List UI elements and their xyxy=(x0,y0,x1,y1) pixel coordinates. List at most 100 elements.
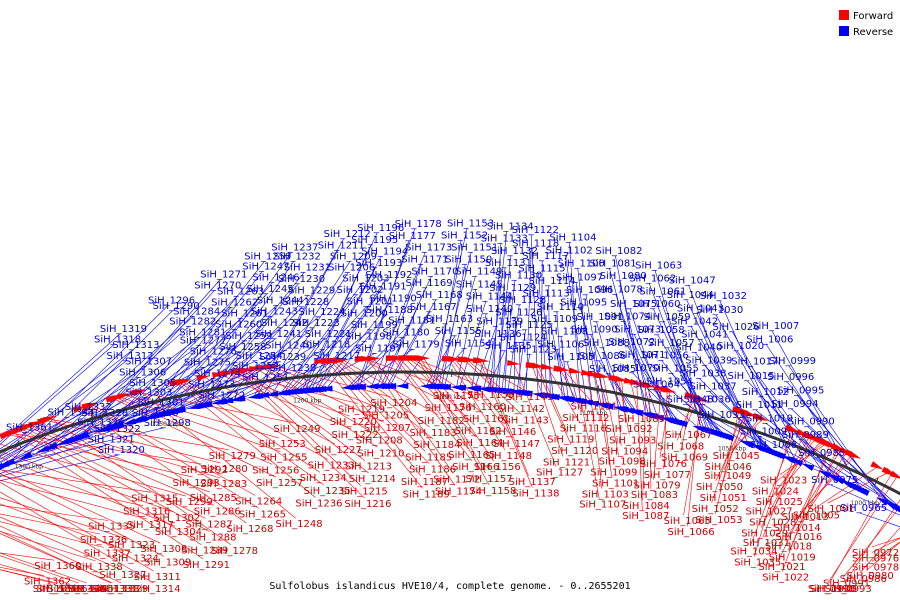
forward-connector xyxy=(35,422,221,479)
forward-gene-label: SiH_1143 xyxy=(502,416,549,427)
reverse-gene-label: SiH_1296 xyxy=(148,296,195,307)
reverse-connector xyxy=(492,243,502,390)
reverse-connector xyxy=(428,348,466,387)
forward-gene-arrow xyxy=(507,359,521,366)
forward-connector xyxy=(0,564,68,584)
forward-gene-arrow xyxy=(457,356,471,363)
reverse-gene-label: SiH_1139 xyxy=(476,316,523,327)
scale-tick xyxy=(596,385,600,394)
forward-gene-label: SiH_1147 xyxy=(493,439,540,450)
reverse-connector xyxy=(542,298,554,397)
reverse-gene-label: SiH_1251 xyxy=(242,372,289,383)
reverse-connector xyxy=(538,273,548,396)
forward-gene-label: SiH_1018 xyxy=(765,542,812,553)
forward-gene-label: SiH_1016 xyxy=(775,532,822,543)
reverse-gene-label: SiH_1040 xyxy=(675,342,722,353)
reverse-connector xyxy=(761,396,847,484)
forward-gene-arrow xyxy=(796,428,810,437)
reverse-gene-label: SiH_1241 xyxy=(255,329,302,340)
reverse-gene-label: SiH_1192 xyxy=(365,270,412,281)
reverse-gene-label: SiH_1243 xyxy=(251,307,298,318)
forward-gene-label: SiH_1035 xyxy=(734,558,781,569)
forward-gene-label: SiH_1065 xyxy=(664,516,711,527)
reverse-gene-label: SiH_1010 xyxy=(746,413,793,424)
reverse-connector xyxy=(82,290,215,437)
forward-gene-label: SiH_1066 xyxy=(668,527,715,538)
forward-gene-label: SiH_1234 xyxy=(300,473,347,484)
reverse-gene-label: SiH_1125 xyxy=(506,320,553,331)
reverse-connector xyxy=(149,271,263,418)
reverse-connector xyxy=(575,282,602,405)
forward-gene-label: SiH_1160 xyxy=(459,402,506,413)
reverse-gene-label: SiH_1202 xyxy=(337,285,384,296)
forward-connector xyxy=(0,474,144,506)
reverse-gene-label: SiH_1206 xyxy=(328,263,375,274)
reverse-gene-label: SiH_1155 xyxy=(435,326,482,337)
reverse-gene-label: SiH_1009 xyxy=(740,427,787,438)
reverse-gene-label: SiH_1129 xyxy=(489,283,536,294)
reverse-connector xyxy=(444,276,476,387)
reverse-connector xyxy=(830,484,900,516)
forward-gene-label: SiH_0978 xyxy=(852,562,899,573)
forward-gene-arrow xyxy=(870,461,884,470)
forward-connector xyxy=(228,372,359,404)
reverse-connector xyxy=(178,252,292,411)
reverse-gene-label: SiH_1058 xyxy=(638,325,685,336)
forward-gene-label: SiH_1215 xyxy=(341,487,388,498)
forward-gene-label: SiH_0998 xyxy=(808,584,855,595)
reverse-connector xyxy=(715,315,797,462)
reverse-gene-arrow xyxy=(365,383,379,390)
forward-connector xyxy=(615,378,622,446)
forward-connector xyxy=(361,358,445,403)
forward-connector xyxy=(115,397,273,465)
reverse-gene-label: SiH_1106 xyxy=(537,340,584,351)
forward-gene-arrow xyxy=(553,365,567,372)
reverse-gene-label: SiH_1197 xyxy=(355,343,402,354)
reverse-gene-label: SiH_1263 xyxy=(217,286,264,297)
forward-gene-arrow xyxy=(540,363,555,370)
forward-gene-label: SiH_1264 xyxy=(235,496,282,507)
reverse-connector xyxy=(560,336,569,399)
reverse-gene-label: SiH_1282 xyxy=(169,316,216,327)
forward-gene-label: SiH_1302 xyxy=(153,513,200,524)
forward-connector xyxy=(513,363,557,467)
reverse-connector xyxy=(50,337,200,448)
reverse-connector xyxy=(483,338,495,389)
forward-connector xyxy=(676,397,695,441)
reverse-gene-label: SiH_1307 xyxy=(125,357,172,368)
forward-gene-label: SiH_1166 xyxy=(452,462,499,473)
forward-gene-label: SiH_1027 xyxy=(746,507,793,518)
reverse-connector xyxy=(196,272,305,407)
forward-connector xyxy=(0,513,101,535)
reverse-connector xyxy=(325,314,387,390)
forward-gene-label: SiH_1285 xyxy=(190,493,237,504)
reverse-gene-arrow xyxy=(0,462,5,470)
forward-gene-arrow xyxy=(81,403,95,411)
forward-connector xyxy=(788,448,839,552)
forward-gene-label: SiH_1248 xyxy=(276,519,323,530)
forward-gene-arrow xyxy=(608,374,622,381)
forward-connector xyxy=(715,413,749,481)
reverse-gene-label: SiH_1037 xyxy=(690,382,737,393)
forward-connector xyxy=(26,426,214,506)
forward-gene-label: SiH_1362 xyxy=(24,577,71,588)
reverse-gene-label: SiH_1252 xyxy=(232,361,279,372)
forward-connector xyxy=(12,431,204,560)
forward-connector xyxy=(781,444,830,572)
reverse-gene-label: SiH_1026 xyxy=(713,322,760,333)
reverse-connector xyxy=(79,279,221,438)
reverse-connector xyxy=(791,408,896,508)
reverse-gene-label: SiH_1332 xyxy=(65,402,112,413)
forward-gene-label: SiH_1165 xyxy=(448,450,495,461)
reverse-gene-label: SiH_1247 xyxy=(242,261,289,272)
reverse-gene-label: SiH_1132 xyxy=(491,246,538,257)
forward-gene-label: SiH_1207 xyxy=(364,423,411,434)
forward-gene-label: SiH_1214 xyxy=(349,474,396,485)
reverse-connector xyxy=(516,329,526,393)
reverse-gene-label: SiH_1303 xyxy=(125,388,172,399)
forward-connector xyxy=(0,504,109,521)
reverse-connector xyxy=(569,242,581,401)
reverse-gene-arrow xyxy=(56,438,70,446)
forward-gene-arrow xyxy=(320,358,334,365)
reverse-gene-label: SiH_1135 xyxy=(485,341,532,352)
